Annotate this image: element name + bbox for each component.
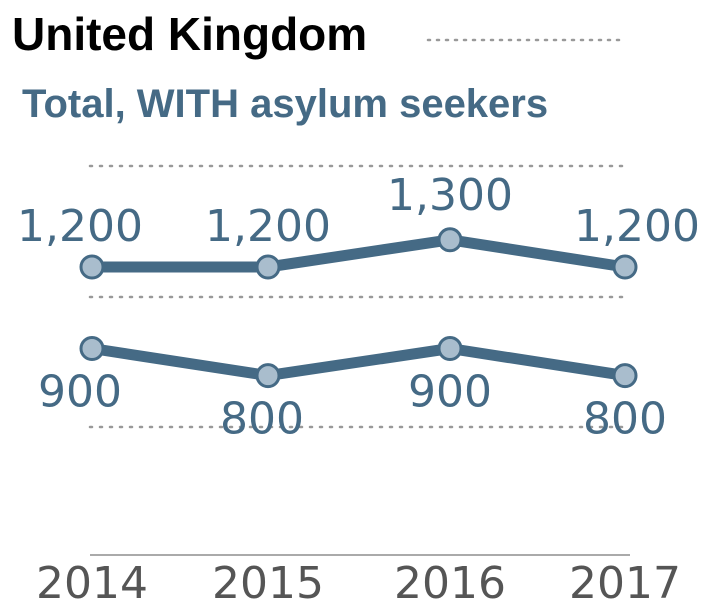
series-1-data-label-2017: 1,200 xyxy=(574,201,700,252)
x-tick-label-2016: 2016 xyxy=(394,558,506,606)
series-1-point-2016 xyxy=(437,227,463,253)
series-layer: 1,200 1,200 1,300 1,200 900 800 900 800 xyxy=(17,170,700,445)
x-axis-tick-labels: 2014 2015 2016 2017 xyxy=(36,558,681,606)
series-2-point-2014 xyxy=(79,336,105,361)
series-1-data-label-2016: 1,300 xyxy=(387,170,513,221)
series-1-line xyxy=(86,234,631,273)
series-2-data-label-2017: 800 xyxy=(583,394,667,445)
chart-title: United Kingdom xyxy=(12,8,367,60)
gridlines xyxy=(88,164,627,429)
series-2-point-2017 xyxy=(612,363,638,389)
x-tick-label-2017: 2017 xyxy=(569,558,681,606)
series-2-line xyxy=(86,343,631,382)
series-2-data-label-2016: 900 xyxy=(408,367,492,418)
x-tick-label-2014: 2014 xyxy=(36,558,148,606)
series-2-data-label-2014: 900 xyxy=(38,367,122,418)
series-2-point-2015 xyxy=(255,363,281,389)
x-tick-label-2015: 2015 xyxy=(212,558,324,606)
series-2-point-2016 xyxy=(437,336,463,361)
series-2-data-label-2015: 800 xyxy=(220,394,304,445)
series-1-data-label-2015: 1,200 xyxy=(205,201,331,252)
series-1-point-2014 xyxy=(79,254,105,280)
chart-subtitle: Total, WITH asylum seekers xyxy=(22,82,548,126)
series-1-data-label-2014: 1,200 xyxy=(17,201,143,252)
series-1-point-2017 xyxy=(612,254,638,280)
series-1-point-2015 xyxy=(255,254,281,280)
